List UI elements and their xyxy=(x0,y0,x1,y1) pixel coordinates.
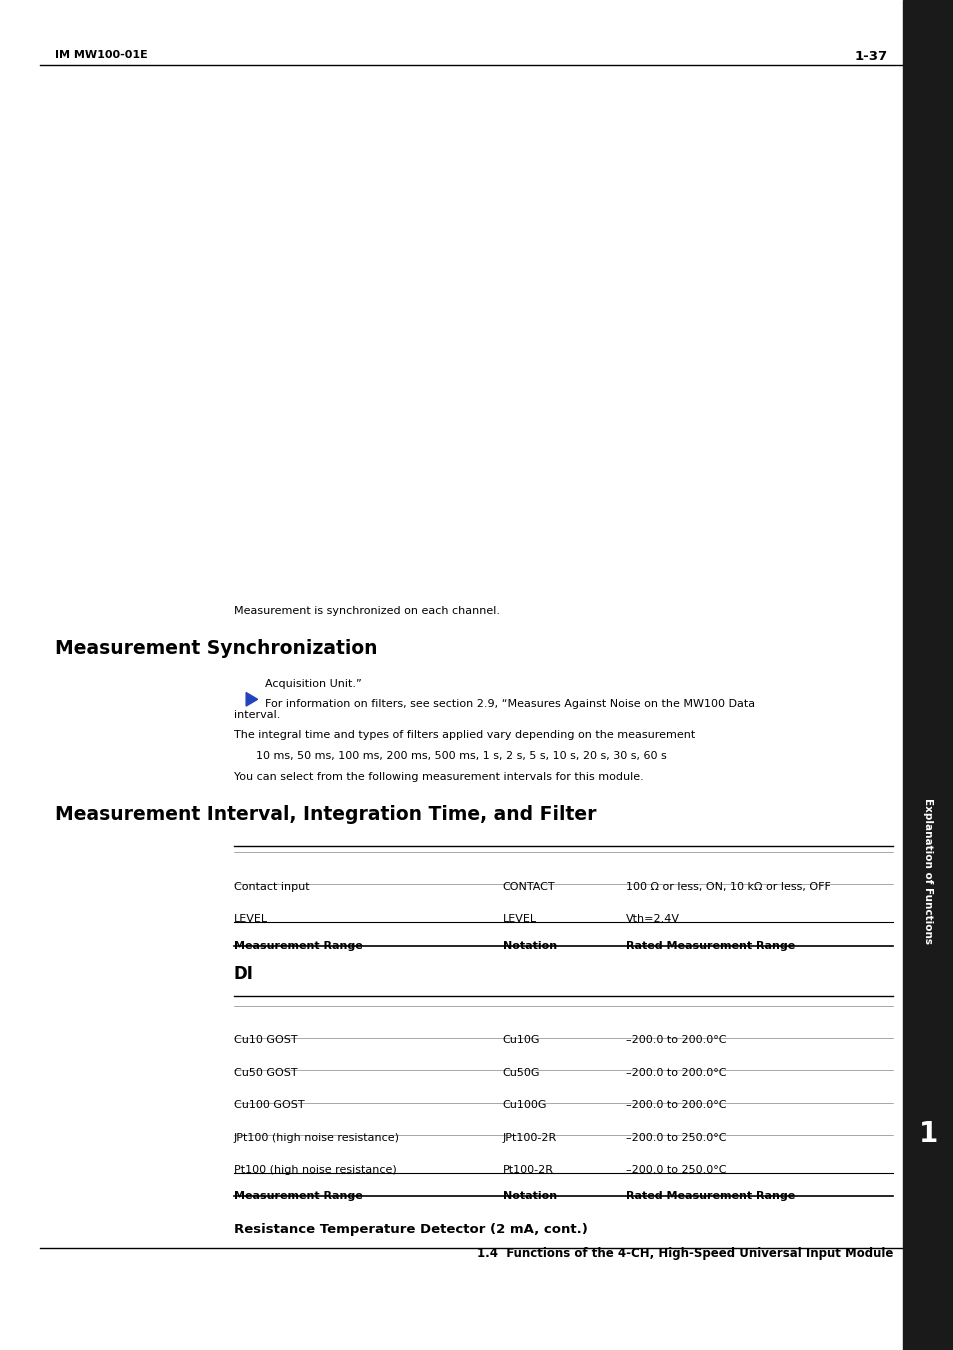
Text: interval.: interval. xyxy=(233,710,280,720)
Text: Cu100 GOST: Cu100 GOST xyxy=(233,1100,304,1110)
Text: Cu10G: Cu10G xyxy=(502,1035,539,1045)
Text: –200.0 to 200.0°C: –200.0 to 200.0°C xyxy=(625,1035,725,1045)
Text: 1: 1 xyxy=(918,1120,937,1148)
Text: LEVEL: LEVEL xyxy=(233,914,268,923)
Text: The integral time and types of filters applied vary depending on the measurement: The integral time and types of filters a… xyxy=(233,730,694,740)
Bar xyxy=(902,0,953,1350)
Text: You can select from the following measurement intervals for this module.: You can select from the following measur… xyxy=(233,772,643,782)
Text: 1-37: 1-37 xyxy=(853,50,886,63)
Text: Measurement is synchronized on each channel.: Measurement is synchronized on each chan… xyxy=(233,606,499,616)
Text: For information on filters, see section 2.9, “Measures Against Noise on the MW10: For information on filters, see section … xyxy=(265,699,755,709)
Text: –200.0 to 200.0°C: –200.0 to 200.0°C xyxy=(625,1068,725,1077)
Text: DI: DI xyxy=(233,965,253,983)
Text: JPt100 (high noise resistance): JPt100 (high noise resistance) xyxy=(233,1133,399,1142)
Text: Contact input: Contact input xyxy=(233,882,309,891)
Text: Measurement Synchronization: Measurement Synchronization xyxy=(55,639,377,657)
Text: –200.0 to 250.0°C: –200.0 to 250.0°C xyxy=(625,1133,725,1142)
Text: 1.4  Functions of the 4-CH, High-Speed Universal Input Module: 1.4 Functions of the 4-CH, High-Speed Un… xyxy=(476,1246,892,1260)
Text: Acquisition Unit.”: Acquisition Unit.” xyxy=(265,679,361,688)
Text: Pt100 (high noise resistance): Pt100 (high noise resistance) xyxy=(233,1165,396,1174)
Text: Measurement Range: Measurement Range xyxy=(233,941,362,950)
Text: Measurement Range: Measurement Range xyxy=(233,1191,362,1200)
Text: –200.0 to 250.0°C: –200.0 to 250.0°C xyxy=(625,1165,725,1174)
Text: Cu50G: Cu50G xyxy=(502,1068,539,1077)
Text: Rated Measurement Range: Rated Measurement Range xyxy=(625,1191,794,1200)
Text: Notation: Notation xyxy=(502,1191,557,1200)
Text: Vth=2.4V: Vth=2.4V xyxy=(625,914,679,923)
Text: Measurement Interval, Integration Time, and Filter: Measurement Interval, Integration Time, … xyxy=(55,805,597,823)
Text: Rated Measurement Range: Rated Measurement Range xyxy=(625,941,794,950)
Text: Notation: Notation xyxy=(502,941,557,950)
Text: LEVEL: LEVEL xyxy=(502,914,537,923)
Text: IM MW100-01E: IM MW100-01E xyxy=(55,50,148,59)
Text: Resistance Temperature Detector (2 mA, cont.): Resistance Temperature Detector (2 mA, c… xyxy=(233,1223,587,1237)
Text: 100 Ω or less, ON, 10 kΩ or less, OFF: 100 Ω or less, ON, 10 kΩ or less, OFF xyxy=(625,882,830,891)
Text: 10 ms, 50 ms, 100 ms, 200 ms, 500 ms, 1 s, 2 s, 5 s, 10 s, 20 s, 30 s, 60 s: 10 ms, 50 ms, 100 ms, 200 ms, 500 ms, 1 … xyxy=(255,751,666,760)
Polygon shape xyxy=(246,693,257,706)
Text: Cu50 GOST: Cu50 GOST xyxy=(233,1068,297,1077)
Text: CONTACT: CONTACT xyxy=(502,882,555,891)
Text: JPt100-2R: JPt100-2R xyxy=(502,1133,557,1142)
Text: Cu100G: Cu100G xyxy=(502,1100,547,1110)
Text: Cu10 GOST: Cu10 GOST xyxy=(233,1035,297,1045)
Text: Pt100-2R: Pt100-2R xyxy=(502,1165,553,1174)
Text: Explanation of Functions: Explanation of Functions xyxy=(923,798,932,944)
Text: –200.0 to 200.0°C: –200.0 to 200.0°C xyxy=(625,1100,725,1110)
